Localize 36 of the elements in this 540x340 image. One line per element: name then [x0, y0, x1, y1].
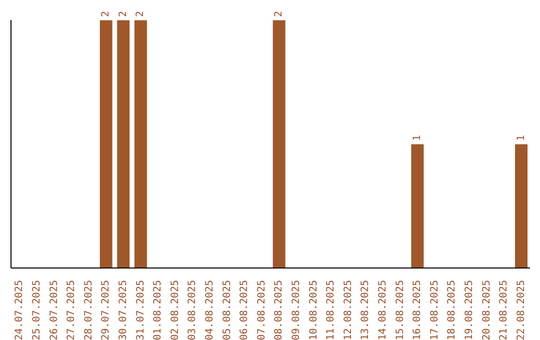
x-tick-label: 19.08.2025 — [464, 280, 475, 340]
x-tick-label: 17.08.2025 — [429, 280, 440, 340]
x-tick-label: 20.08.2025 — [481, 280, 492, 340]
x-tick-label: 12.08.2025 — [342, 280, 354, 340]
x-tick-label: 29.07.2025 — [100, 280, 112, 340]
data-label: 2 — [274, 10, 285, 17]
x-tick-label: 07.08.2025 — [256, 280, 268, 340]
x-tick-label: 03.08.2025 — [187, 280, 198, 340]
x-tick-label: 08.08.2025 — [274, 280, 285, 340]
x-tick-label: 31.07.2025 — [135, 280, 146, 340]
x-tick-label: 02.08.2025 — [170, 280, 181, 340]
x-tick-label: 22.08.2025 — [516, 280, 527, 340]
x-tick-label: 13.08.2025 — [360, 280, 372, 340]
x-tick-label: 09.08.2025 — [290, 280, 302, 340]
x-tick-label: 18.08.2025 — [446, 280, 458, 340]
x-tick-label: 15.08.2025 — [394, 280, 406, 340]
x-tick-label: 21.08.2025 — [498, 280, 510, 340]
x-tick-label: 11.08.2025 — [326, 280, 337, 340]
x-tick-label: 06.08.2025 — [239, 280, 250, 340]
x-tick-label: 27.07.2025 — [66, 280, 78, 340]
data-label: 1 — [412, 134, 423, 141]
x-tick-label: 30.07.2025 — [118, 280, 129, 340]
x-tick-label: 10.08.2025 — [308, 280, 320, 340]
x-tick-label: 16.08.2025 — [412, 280, 424, 340]
data-label: 2 — [135, 10, 146, 17]
x-tick-label: 24.07.2025 — [14, 280, 26, 340]
x-tick-label: 25.07.2025 — [31, 280, 42, 340]
x-tick-label: 01.08.2025 — [152, 280, 164, 340]
x-tick-label: 28.07.2025 — [83, 280, 94, 340]
data-label: 1 — [516, 134, 527, 141]
data-label: 2 — [118, 10, 129, 17]
x-tick-label: 26.07.2025 — [48, 280, 60, 340]
x-tick-label: 05.08.2025 — [222, 280, 233, 340]
x-tick-label: 14.08.2025 — [377, 280, 388, 340]
data-label: 2 — [100, 10, 112, 17]
x-tick-label: 04.08.2025 — [204, 280, 216, 340]
